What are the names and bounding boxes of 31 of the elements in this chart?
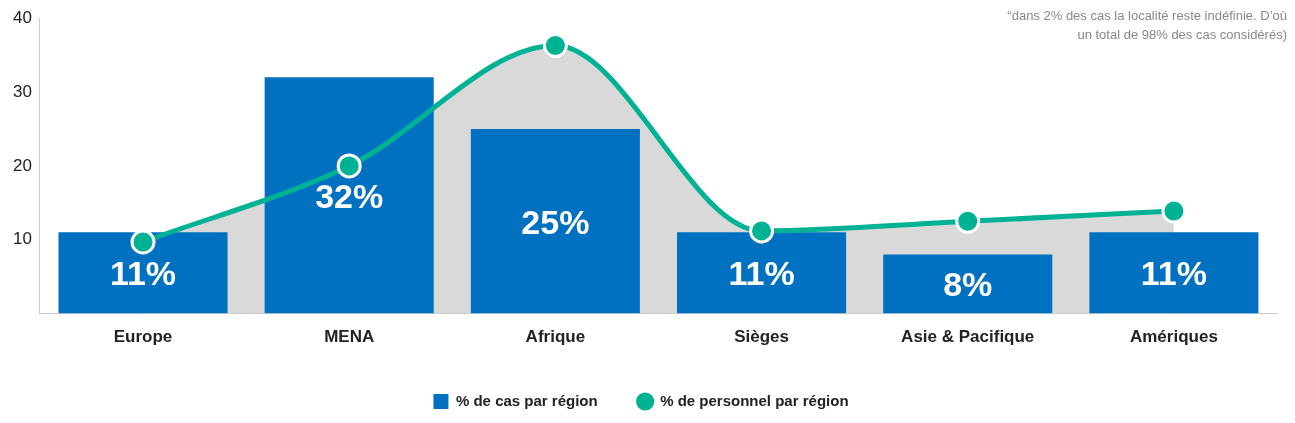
bar bbox=[677, 232, 847, 314]
bar bbox=[58, 232, 228, 314]
x-tick-label: MENA bbox=[324, 327, 375, 347]
annotation: “dans 2% des cas la localité reste indéfinie. D’où un total de 98% des cas considérés) bbox=[1006, 7, 1287, 44]
y-tick-label: 20 bbox=[12, 155, 32, 175]
y-tick-label: 30 bbox=[12, 81, 32, 101]
point bbox=[336, 153, 362, 179]
x-tick-label: Afrique bbox=[525, 327, 586, 347]
bar bbox=[470, 128, 640, 314]
legend-label: % de cas par région bbox=[455, 391, 598, 409]
data-label: 8% bbox=[943, 265, 993, 304]
x-tick-label: Amériques bbox=[1129, 327, 1218, 347]
point bbox=[1161, 198, 1187, 224]
data-label: 32% bbox=[315, 176, 384, 215]
point bbox=[542, 33, 568, 59]
y-tick-label: 10 bbox=[12, 229, 32, 249]
point bbox=[130, 229, 156, 255]
data-label: 11% bbox=[109, 254, 177, 293]
legend-label: % de personnel par région bbox=[660, 391, 849, 409]
y-tick-label: 40 bbox=[12, 7, 32, 27]
data-label: 11% bbox=[1140, 254, 1207, 293]
bar bbox=[1089, 232, 1259, 314]
data-label: 11% bbox=[728, 254, 795, 293]
bar bbox=[264, 77, 434, 314]
x-tick-label: Europe bbox=[113, 327, 173, 347]
x-tick-label: Asie & Pacifique bbox=[901, 327, 1035, 347]
x-tick-label: Sièges bbox=[734, 327, 789, 347]
point bbox=[749, 218, 775, 244]
data-label: 25% bbox=[521, 202, 590, 241]
bar bbox=[883, 254, 1053, 314]
point bbox=[955, 208, 981, 234]
